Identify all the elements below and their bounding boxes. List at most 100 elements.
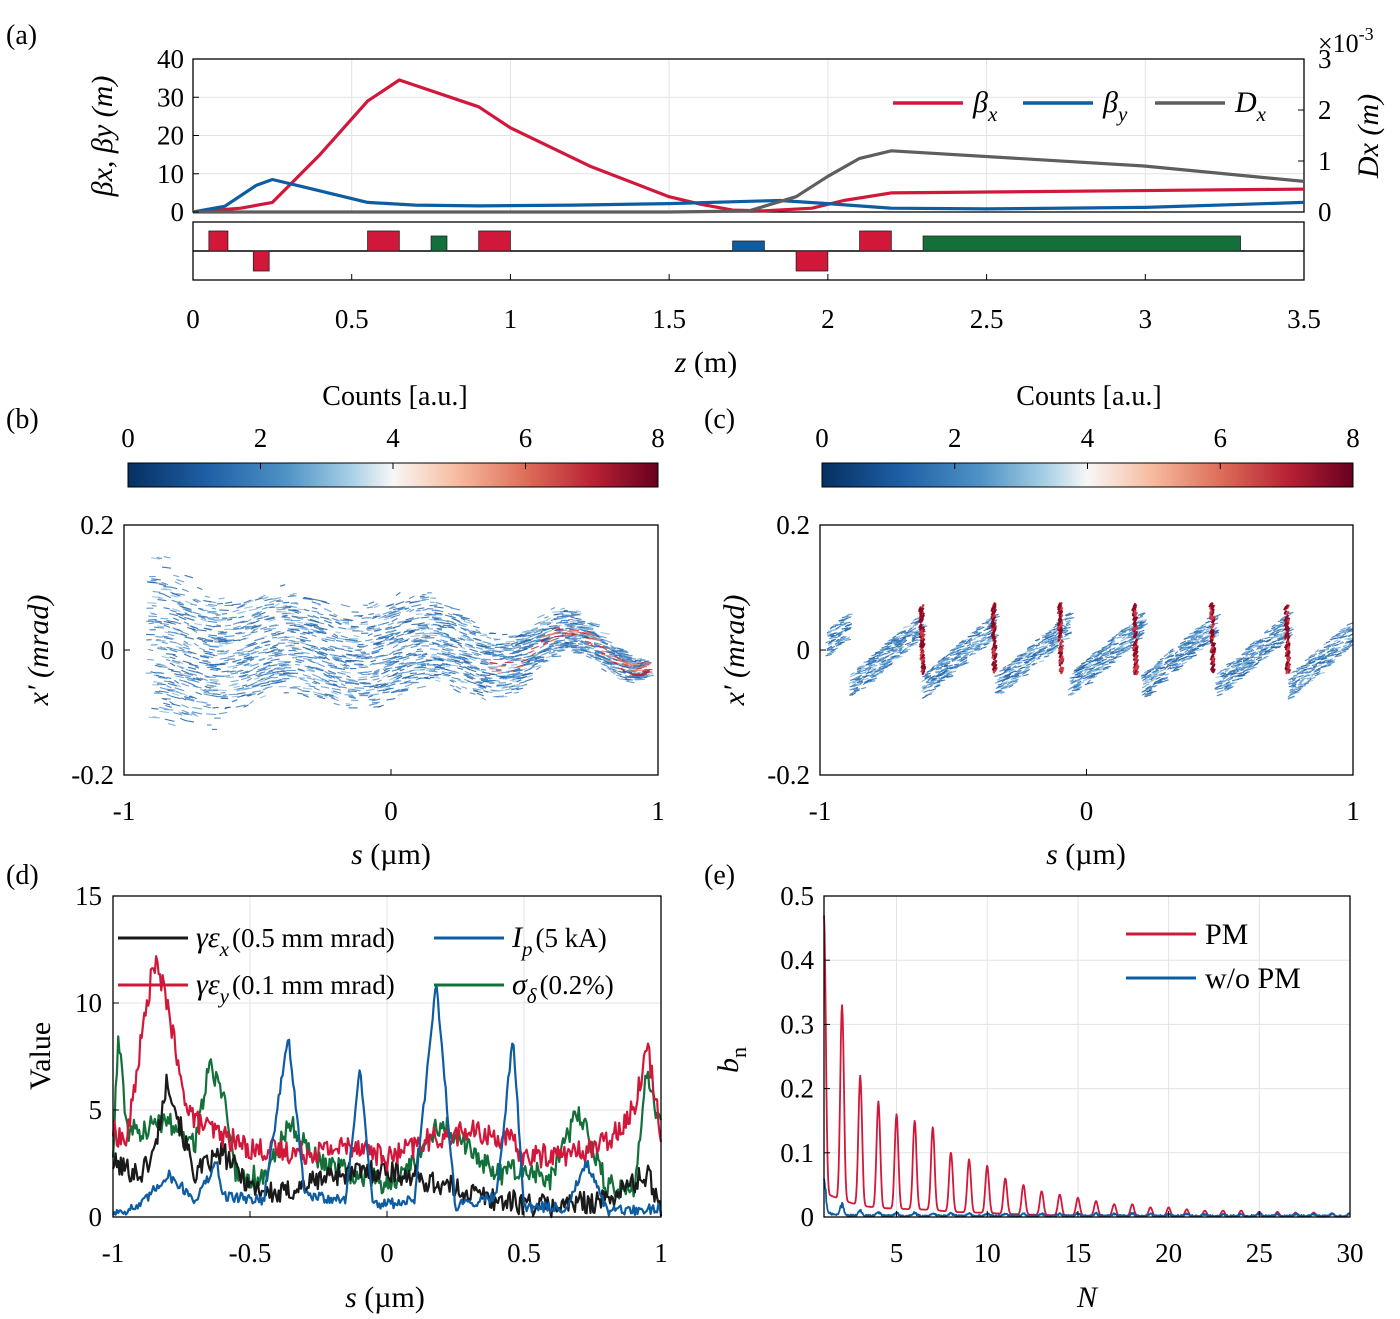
density-mark (1296, 666, 1301, 670)
density-mark (1109, 642, 1116, 647)
density-mark (538, 627, 544, 633)
density-mark (328, 614, 337, 618)
density-mark (181, 588, 189, 593)
density-mark (264, 667, 272, 671)
density-mark (548, 625, 558, 628)
density-mark (1155, 676, 1161, 680)
density-mark (1038, 646, 1043, 649)
density-mark (397, 607, 408, 611)
density-mark (409, 600, 418, 604)
density-mark (1090, 673, 1096, 677)
density-mark (1062, 630, 1068, 634)
density-mark (384, 634, 394, 639)
density-mark (232, 658, 242, 663)
density-mark (395, 671, 405, 675)
density-mark (441, 667, 450, 671)
density-mark (179, 665, 185, 669)
density-mark (1296, 672, 1304, 675)
panel-a-ylabel-right-text: Dx (m) (1352, 94, 1385, 179)
density-mark (589, 644, 596, 648)
density-mark (531, 664, 542, 669)
density-mark (1032, 647, 1038, 651)
density-mark (1225, 688, 1230, 692)
density-mark (980, 636, 986, 640)
density-mark (420, 616, 430, 619)
density-mark (636, 673, 647, 676)
density-mark (601, 668, 607, 672)
density-mark (264, 686, 273, 689)
density-mark (1249, 651, 1257, 655)
density-mark (175, 645, 183, 649)
density-mark (593, 642, 602, 646)
density-mark (233, 639, 240, 642)
density-mark (235, 631, 242, 635)
density-mark (533, 655, 542, 659)
panel-a-ylabel-right: Dx (m) (1352, 94, 1385, 179)
density-mark (186, 678, 195, 682)
density-mark (1215, 682, 1223, 686)
density-mark (855, 674, 862, 679)
density-mark (189, 672, 197, 676)
density-mark (1295, 688, 1302, 693)
density-mark (1328, 651, 1335, 655)
density-mark (170, 660, 181, 665)
density-mark (873, 657, 880, 660)
density-mark (231, 603, 242, 606)
density-mark (405, 617, 414, 621)
density-mark (571, 630, 578, 634)
density-mark (959, 650, 966, 653)
density-mark (545, 655, 553, 659)
density-mark (914, 631, 919, 635)
spike-mark (992, 609, 997, 615)
density-mark (264, 676, 274, 681)
density-mark (197, 614, 208, 618)
density-mark (463, 652, 473, 656)
density-mark (1125, 645, 1130, 649)
density-mark (1320, 664, 1327, 668)
density-mark (376, 642, 385, 647)
density-mark (373, 628, 382, 632)
spike-mark (918, 623, 923, 629)
density-mark (264, 644, 271, 647)
spike-mark (1060, 657, 1065, 663)
density-mark (1280, 621, 1285, 626)
density-mark (1174, 650, 1179, 655)
density-mark (1326, 650, 1331, 654)
density-mark (409, 672, 417, 675)
density-mark (946, 666, 954, 670)
density-mark (398, 639, 409, 644)
density-mark (580, 629, 587, 633)
density-mark (527, 644, 534, 648)
spike-mark (1059, 622, 1064, 628)
density-mark (173, 711, 183, 716)
density-mark (444, 604, 453, 609)
density-mark (437, 625, 445, 628)
density-mark (1065, 632, 1072, 636)
density-mark (564, 623, 574, 625)
density-mark (282, 614, 287, 617)
density-mark (1299, 679, 1304, 684)
density-mark (515, 638, 525, 641)
density-mark (1157, 660, 1164, 663)
density-mark (345, 702, 353, 706)
density-mark (436, 631, 445, 634)
density-mark (482, 671, 487, 674)
density-mark (1121, 634, 1126, 637)
density-mark (405, 662, 416, 666)
density-mark (335, 659, 345, 663)
density-mark (167, 633, 175, 637)
density-mark (572, 622, 578, 625)
density-mark (345, 678, 356, 682)
density-mark (1205, 620, 1210, 624)
density-mark (1191, 636, 1198, 641)
density-mark (1014, 670, 1021, 675)
density-mark (1308, 679, 1314, 683)
density-mark (1128, 631, 1133, 635)
density-mark (1026, 648, 1031, 652)
y-right-tick-label: 2 (1318, 95, 1332, 125)
density-mark (241, 684, 247, 687)
panel-b-xlabel: s (µm) (351, 838, 431, 871)
density-mark (323, 674, 332, 679)
density-mark (252, 665, 260, 670)
density-mark (1292, 685, 1297, 688)
